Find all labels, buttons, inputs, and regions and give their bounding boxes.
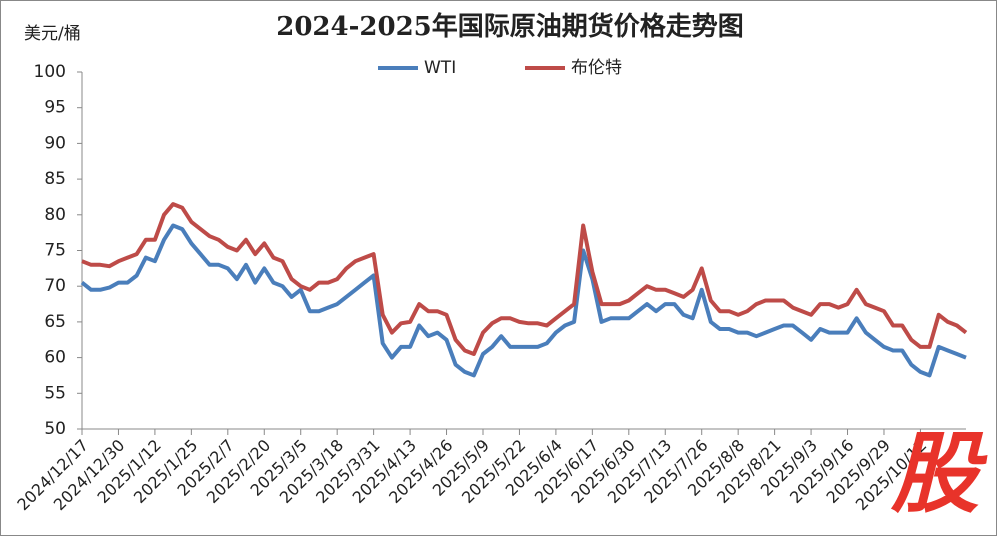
chart-title: 2024-2025年国际原油期货价格走势图 bbox=[276, 11, 744, 42]
y-tick-label: 75 bbox=[44, 241, 66, 261]
line-series bbox=[81, 202, 968, 356]
legend: WTI 布伦特 bbox=[378, 58, 622, 78]
y-tick-label: 100 bbox=[34, 62, 66, 82]
y-tick-label: 80 bbox=[44, 205, 66, 225]
y-tick-label: 65 bbox=[44, 312, 66, 332]
y-tick-label: 70 bbox=[44, 276, 66, 296]
watermark: 股 bbox=[890, 422, 988, 525]
line-series bbox=[80, 223, 967, 378]
y-tick-label: 55 bbox=[44, 383, 66, 403]
y-tick-label: 60 bbox=[44, 348, 66, 368]
legend-label: 布伦特 bbox=[571, 58, 622, 78]
y-axis-title: 美元/桶 bbox=[24, 24, 81, 44]
y-tick-label: 85 bbox=[44, 169, 66, 189]
y-tick-label: 50 bbox=[44, 419, 66, 439]
legend-label: WTI bbox=[424, 58, 456, 78]
y-tick-label: 95 bbox=[44, 98, 66, 118]
y-tick-label: 90 bbox=[44, 133, 66, 153]
